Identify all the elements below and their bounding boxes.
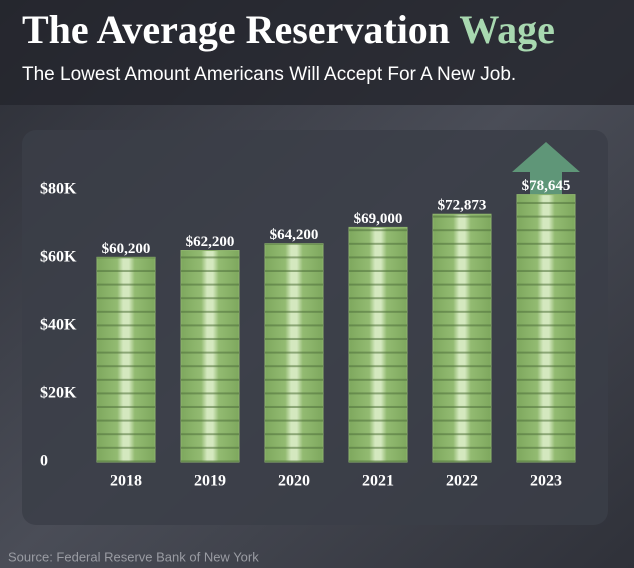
bar-texture [265,243,323,462]
y-tick-label: $40K [40,317,77,334]
bar-texture [349,227,407,462]
x-tick-label: 2020 [278,473,310,490]
x-tick-label: 2021 [362,473,394,490]
bar-texture [97,257,155,462]
value-label: $64,200 [270,227,319,243]
up-arrow [512,142,580,195]
y-tick-label: $20K [40,385,77,402]
subtitle: The Lowest Amount Americans Will Accept … [22,64,516,85]
value-label: $62,200 [186,234,235,250]
value-label: $72,873 [438,198,487,214]
x-tick-label: 2018 [110,473,142,490]
chart-title: The Average Reservation Wage [22,7,555,52]
x-tick-label: 2019 [194,473,226,490]
bar-texture [517,194,575,462]
title-highlight: Wage [459,7,555,52]
bar-texture [181,250,239,462]
x-tick-label: 2023 [530,473,562,490]
y-tick-label: 0 [40,453,48,470]
title-main: The Average Reservation [22,7,450,52]
y-tick-label: $80K [40,181,77,198]
value-label: $69,000 [354,211,403,227]
header-band [0,0,634,105]
bar-texture [433,214,491,462]
source: Source: Federal Reserve Bank of New York [8,549,259,564]
value-label: $78,645 [522,178,571,194]
x-tick-label: 2022 [446,473,478,490]
y-tick-label: $60K [40,249,77,266]
value-label: $60,200 [102,241,151,257]
